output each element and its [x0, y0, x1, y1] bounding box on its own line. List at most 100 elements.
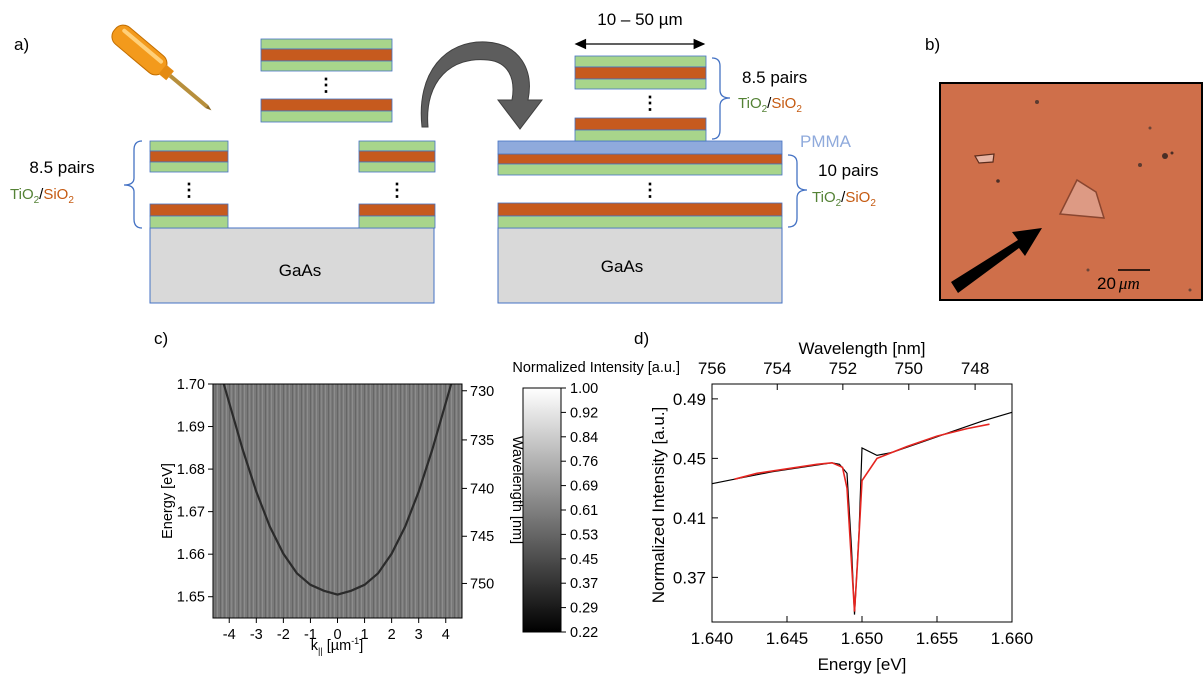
d-y-axis-label: Normalized Intensity [a.u.] — [649, 407, 668, 604]
c-x-tick-label: -3 — [250, 627, 263, 643]
d-top-tick-label: 748 — [961, 359, 989, 378]
svg-text:⋮: ⋮ — [641, 180, 659, 200]
colorbar-tick-label: 0.61 — [570, 503, 598, 519]
c-x-tick-label: 2 — [388, 627, 396, 643]
heatmap-area — [213, 384, 462, 618]
c-x-tick-label: 0 — [333, 627, 341, 643]
d-y-tick-label: 0.45 — [673, 449, 706, 468]
gaas-label-left: GaAs — [279, 261, 322, 280]
right-bottom-pairs-label: 10 pairs — [818, 161, 878, 180]
c-x-tick-label: 1 — [361, 627, 369, 643]
scale-bar-label: 20 μm — [1097, 274, 1140, 293]
debris-dot — [1162, 153, 1168, 159]
c-y-tick-label: 1.69 — [177, 420, 205, 436]
d-y-tick-label: 0.41 — [673, 509, 706, 528]
right-bottom-material-label: TiO2/SiO2 — [812, 189, 876, 209]
d-x-axis-label: Energy [eV] — [818, 655, 907, 674]
c-wl-tick-label: 730 — [470, 384, 494, 400]
colorbar-tick-label: 0.76 — [570, 454, 598, 470]
svg-text:⋮: ⋮ — [388, 180, 406, 200]
panel-b-label: b) — [925, 35, 940, 54]
c-x-tick-label: 3 — [415, 627, 423, 643]
right-top-pairs-label: 8.5 pairs — [742, 68, 807, 87]
dbr-pillar-right: ⋮ — [358, 140, 436, 229]
pmma-layer — [497, 140, 783, 155]
panel-c-label: c) — [154, 329, 168, 348]
d-x-tick-label: 1.645 — [766, 629, 809, 648]
c-y-axis-label: Energy [eV] — [160, 463, 176, 539]
c-wl-tick-label: 735 — [470, 433, 494, 449]
c-y-tick-label: 1.67 — [177, 505, 205, 521]
debris-flake — [974, 153, 995, 164]
colorbar — [522, 387, 562, 633]
d-x-tick-label: 1.640 — [691, 629, 734, 648]
dispersion-curve — [222, 383, 453, 596]
right-top-material-label: TiO2/SiO2 — [738, 95, 802, 115]
colorbar-tick-label: 1.00 — [570, 381, 598, 397]
panel-c: c) Normalized Intensity [a.u.] 1.65 1.66 1… — [154, 329, 680, 656]
d-x-tick-label: 1.660 — [991, 629, 1034, 648]
transfer-arrow-icon — [420, 41, 544, 130]
panel-d: d) Wavelength [nm] 1.640 1.645 1.650 1.655 1… — [634, 329, 1033, 674]
dbr-bottom-mirror: ⋮ — [497, 153, 783, 229]
debris-dot — [1170, 151, 1174, 155]
colorbar-tick-label: 0.29 — [570, 601, 598, 617]
screwdriver-icon — [111, 24, 212, 111]
debris-dot — [1086, 268, 1090, 272]
d-top-axis-label: Wavelength [nm] — [799, 339, 926, 358]
d-x-tick-label: 1.650 — [841, 629, 884, 648]
panel-b: b) 20 μm — [925, 35, 1203, 301]
c-y-tick-label: 1.68 — [177, 462, 205, 478]
d-y-tick-label: 0.49 — [673, 390, 706, 409]
pointer-arrow-icon — [951, 228, 1042, 293]
brace-right-bottom — [787, 154, 808, 228]
panel-d-label: d) — [634, 329, 649, 348]
colorbar-tick-label: 0.22 — [570, 625, 598, 641]
debris-dot — [1035, 100, 1039, 104]
brace-right-top — [711, 57, 731, 140]
colorbar-tick-label: 0.69 — [570, 479, 598, 495]
colorbar-tick-label: 0.92 — [570, 405, 598, 421]
c-y-tick-label: 1.66 — [177, 547, 205, 563]
c-y-tick-label: 1.65 — [177, 590, 205, 606]
d-y-tick-label: 0.37 — [673, 568, 706, 587]
d-top-tick-label: 756 — [698, 359, 726, 378]
svg-text:⋮: ⋮ — [641, 93, 659, 113]
debris-dot — [1138, 163, 1142, 167]
d-top-tick-label: 750 — [895, 359, 923, 378]
colorbar-tick-label: 0.53 — [570, 527, 598, 543]
dbr-top-flake: ⋮ — [574, 55, 707, 142]
c-x-tick-label: -2 — [277, 627, 290, 643]
dbr-flake-lifted: ⋮ — [260, 38, 393, 123]
d-top-tick-label: 752 — [829, 359, 857, 378]
debris-dot — [1188, 288, 1192, 292]
pmma-label: PMMA — [800, 132, 852, 151]
c-wavelength-axis-label: Wavelength [nm] — [509, 436, 525, 544]
svg-text:⋮: ⋮ — [317, 75, 335, 95]
dbr-flake — [1058, 178, 1106, 219]
c-x-tick-label: 4 — [442, 627, 450, 643]
width-label: 10 – 50 µm — [597, 10, 682, 29]
debris-dot — [996, 179, 1000, 183]
c-wl-tick-label: 745 — [470, 529, 494, 545]
c-wl-tick-label: 740 — [470, 481, 494, 497]
c-x-tick-label: -4 — [223, 627, 236, 643]
fit-line — [734, 423, 990, 612]
panel-a-label: a) — [14, 35, 29, 54]
left-pairs-label: 8.5 pairs — [29, 158, 94, 177]
dbr-pillar-left: ⋮ — [149, 140, 229, 229]
d-x-tick-label: 1.655 — [916, 629, 959, 648]
colorbar-tick-label: 0.45 — [570, 552, 598, 568]
colorbar-title: Normalized Intensity [a.u.] — [512, 360, 680, 376]
d-plot-frame — [711, 383, 1013, 623]
panel-a: a) GaAs ⋮ — [10, 10, 878, 304]
c-x-axis-label: k|| [µm-1] — [311, 636, 363, 656]
d-top-tick-label: 754 — [763, 359, 791, 378]
c-y-tick-label: 1.70 — [177, 377, 205, 393]
c-wl-tick-label: 750 — [470, 576, 494, 592]
colorbar-tick-label: 0.37 — [570, 576, 598, 592]
left-material-label: TiO2/SiO2 — [10, 186, 74, 206]
colorbar-tick-label: 0.84 — [570, 430, 598, 446]
brace-left — [123, 140, 143, 229]
